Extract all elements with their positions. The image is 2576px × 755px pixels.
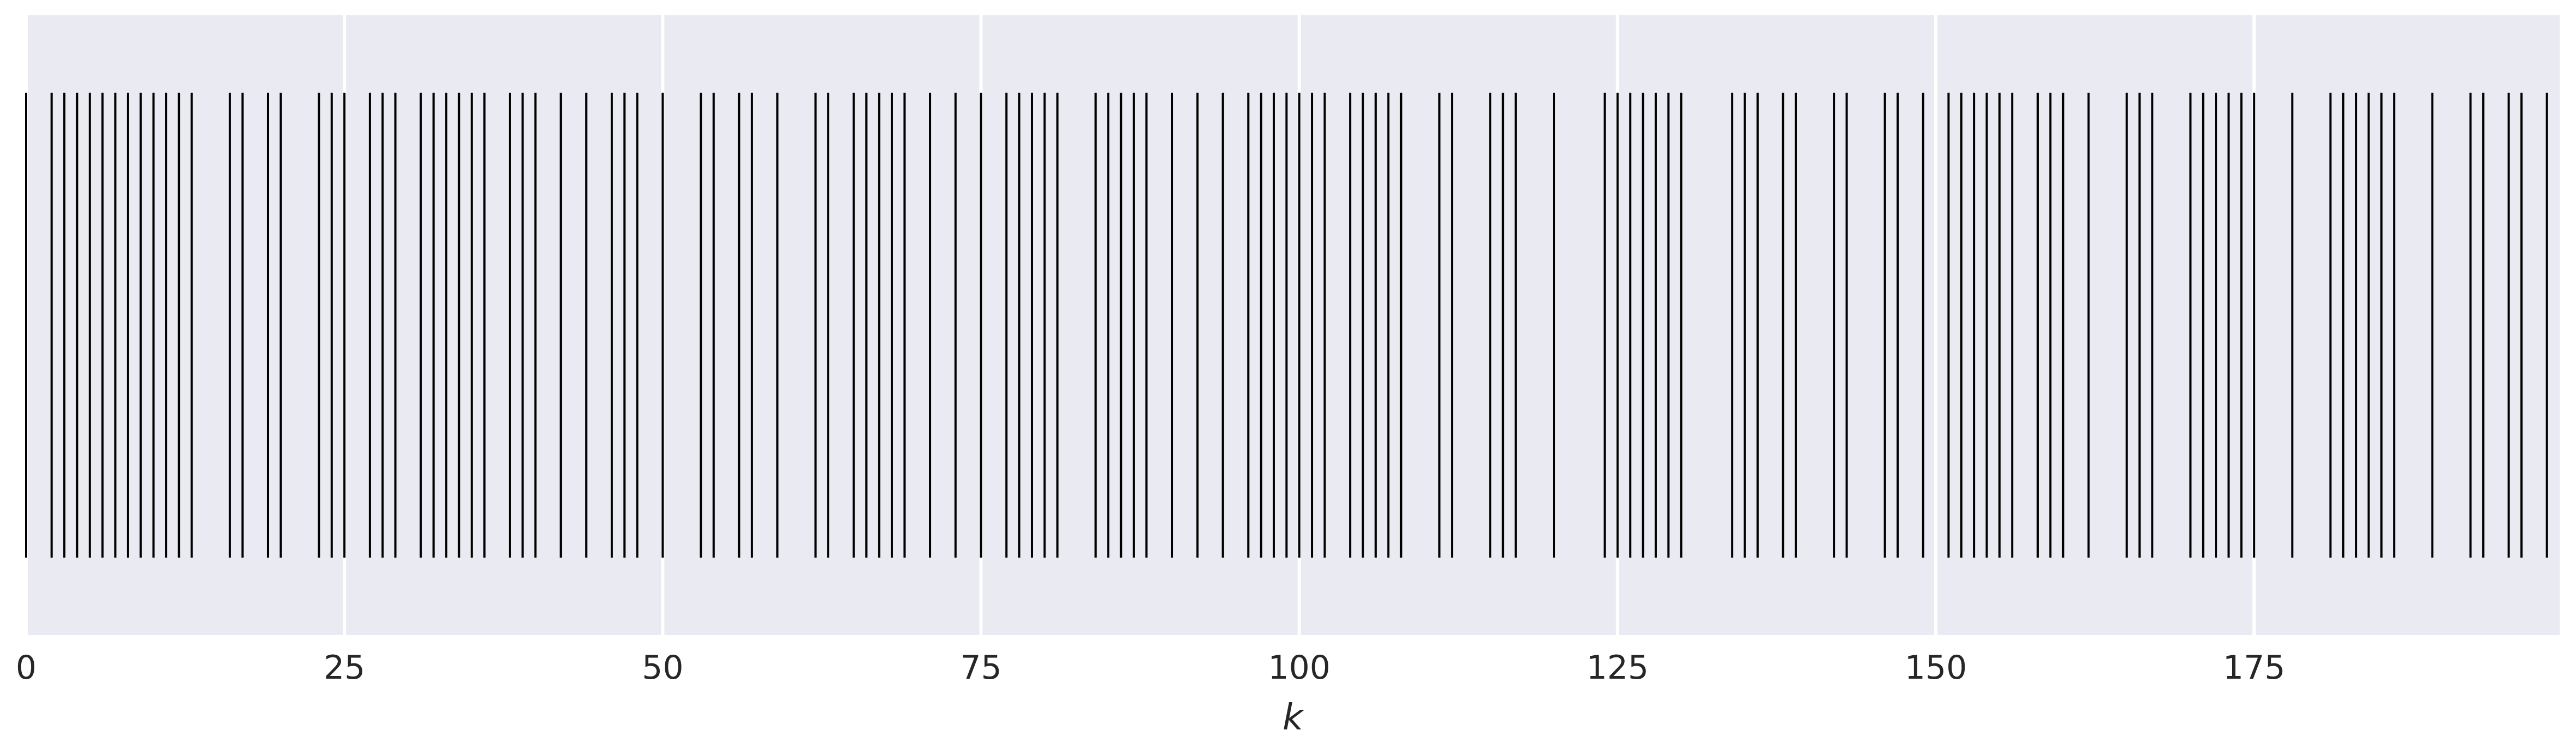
x-tick-label: 150 xyxy=(1905,649,1967,687)
x-tick-labels: 0 25 50 75 100 125 150 175 xyxy=(16,649,2286,687)
x-tick-label: 100 xyxy=(1268,649,1330,687)
event-lines xyxy=(25,93,2548,558)
x-tick-label: 50 xyxy=(642,649,683,687)
plot-background xyxy=(26,15,2560,635)
x-axis-label: k xyxy=(1283,696,1305,738)
x-tick-label: 25 xyxy=(324,649,365,687)
x-tick-label: 175 xyxy=(2223,649,2286,687)
x-tick-label: 125 xyxy=(1587,649,1649,687)
x-tick-label: 0 xyxy=(16,649,37,687)
x-tick-label: 75 xyxy=(960,649,1001,687)
